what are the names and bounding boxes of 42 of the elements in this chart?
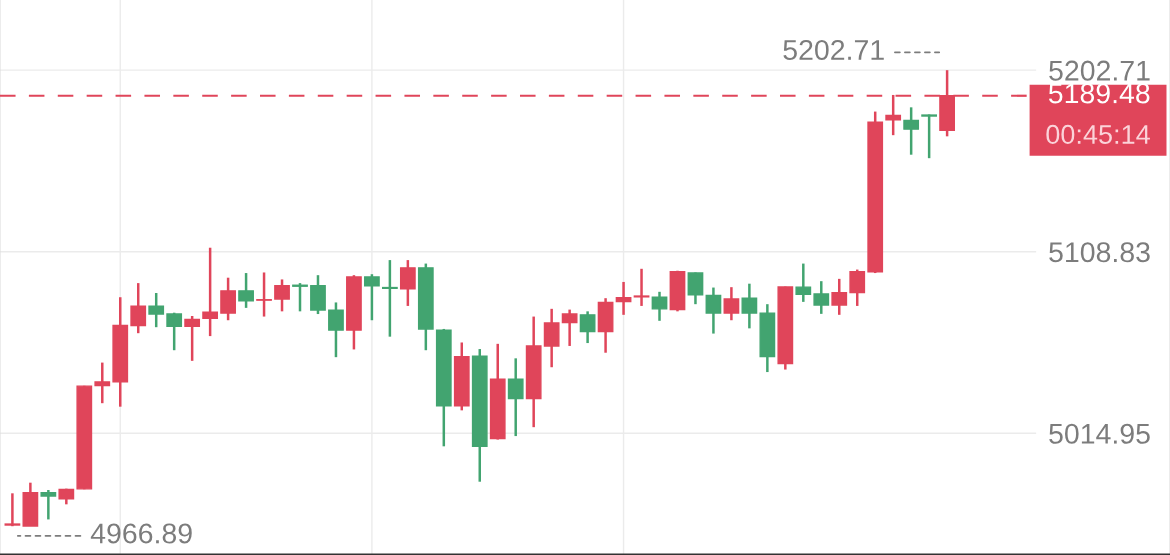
- candlestick: [292, 281, 308, 313]
- candlestick: [849, 268, 866, 308]
- candlestick: [381, 258, 398, 338]
- text: 00:45:14: [1046, 124, 1150, 145]
- candlestick: [651, 290, 668, 323]
- candlestick: [687, 271, 704, 306]
- candlestick: [364, 272, 380, 322]
- candlestick: [220, 276, 236, 322]
- annotation: 5202.71: [783, 39, 884, 61]
- candlestick: [831, 277, 848, 317]
- candlestick: [94, 361, 111, 405]
- candlestick: [723, 285, 740, 322]
- candlestick: [184, 314, 201, 363]
- y-tick-label: 5202.71: [1049, 60, 1150, 81]
- candlestick: [903, 106, 920, 156]
- y-tick-label: 5108.83: [1049, 242, 1150, 263]
- candlestick: [202, 246, 219, 338]
- y-tick-label: 5014.95: [1049, 423, 1150, 444]
- candlestick: [921, 113, 938, 160]
- candlestick: [238, 271, 254, 310]
- annotation: 4966.89: [90, 523, 192, 544]
- candlestick: [274, 278, 290, 313]
- candlestick: [579, 310, 596, 345]
- candlestick: [561, 308, 578, 348]
- candlestick: [705, 286, 722, 335]
- candlestick: [885, 93, 902, 137]
- candlestick: [741, 282, 758, 330]
- ref-line-label: 5189.48: [1048, 83, 1150, 104]
- candlestick: [166, 311, 183, 352]
- candlestick: [328, 301, 344, 359]
- candlestick: [4, 492, 21, 528]
- candlestick: [813, 279, 830, 316]
- candlestick: [399, 258, 416, 308]
- candlestick: [148, 291, 165, 329]
- candlestick: [256, 271, 272, 318]
- candlestick: [615, 280, 632, 317]
- candlestick: [633, 267, 650, 308]
- candlestick: [130, 281, 147, 335]
- candlestick: [543, 307, 560, 369]
- candlestick: [40, 488, 57, 521]
- candlestick: [795, 262, 812, 304]
- candlestick: [507, 357, 524, 438]
